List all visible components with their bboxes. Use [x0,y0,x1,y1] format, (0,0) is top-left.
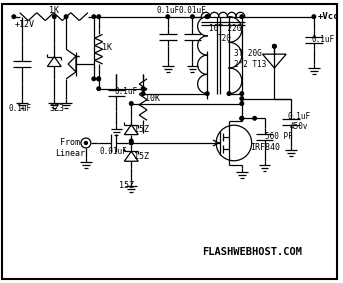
Text: 0.1uF: 0.1uF [311,35,334,44]
Circle shape [205,15,209,18]
Circle shape [130,102,133,105]
Text: 0.01uF: 0.01uF [179,6,206,15]
Text: 1K: 1K [102,43,111,52]
Text: 0.1uF
450v: 0.1uF 450v [287,112,311,131]
Text: 15Z: 15Z [119,181,134,190]
Text: 15Z: 15Z [134,125,149,134]
Circle shape [191,15,194,18]
Text: +Vcc: +Vcc [318,12,339,21]
Circle shape [84,142,87,144]
Text: 15Z: 15Z [134,152,149,161]
Circle shape [141,92,145,95]
Circle shape [240,102,244,105]
Circle shape [240,92,244,95]
Text: 0.1uF: 0.1uF [115,87,138,96]
Text: 0.1uF: 0.1uF [8,104,31,113]
Circle shape [97,87,100,91]
Text: IRF840: IRF840 [250,143,280,153]
Circle shape [240,15,244,18]
Circle shape [64,15,68,18]
Text: 0.1uF: 0.1uF [156,6,179,15]
Circle shape [97,77,100,81]
Text: 0.01uF: 0.01uF [99,147,127,156]
Circle shape [12,15,15,18]
Circle shape [273,44,276,48]
Circle shape [141,87,145,91]
Circle shape [205,92,209,95]
Circle shape [240,117,244,120]
Circle shape [205,15,209,18]
Text: 10T 22G
T20: 10T 22G T20 [209,24,241,43]
Circle shape [253,117,257,120]
Circle shape [130,141,133,145]
Text: FLASHWEBHOST.COM: FLASHWEBHOST.COM [202,246,302,257]
Circle shape [240,97,244,100]
Text: +12V: +12V [15,20,35,29]
Circle shape [52,15,56,18]
Circle shape [227,92,231,95]
Circle shape [273,44,276,48]
Text: 560 PF: 560 PF [265,132,293,141]
Circle shape [130,139,133,143]
Circle shape [92,77,96,81]
Text: 3T 20G
2*2 T13: 3T 20G 2*2 T13 [234,50,266,69]
Circle shape [97,15,100,18]
Text: From
Linear: From Linear [55,138,85,158]
Circle shape [312,15,316,18]
Text: 10K: 10K [145,94,161,103]
Text: 1K: 1K [49,6,59,15]
Circle shape [97,77,100,81]
Circle shape [92,15,96,18]
Text: 3Z3: 3Z3 [50,104,65,113]
Circle shape [166,15,169,18]
Circle shape [240,117,244,120]
